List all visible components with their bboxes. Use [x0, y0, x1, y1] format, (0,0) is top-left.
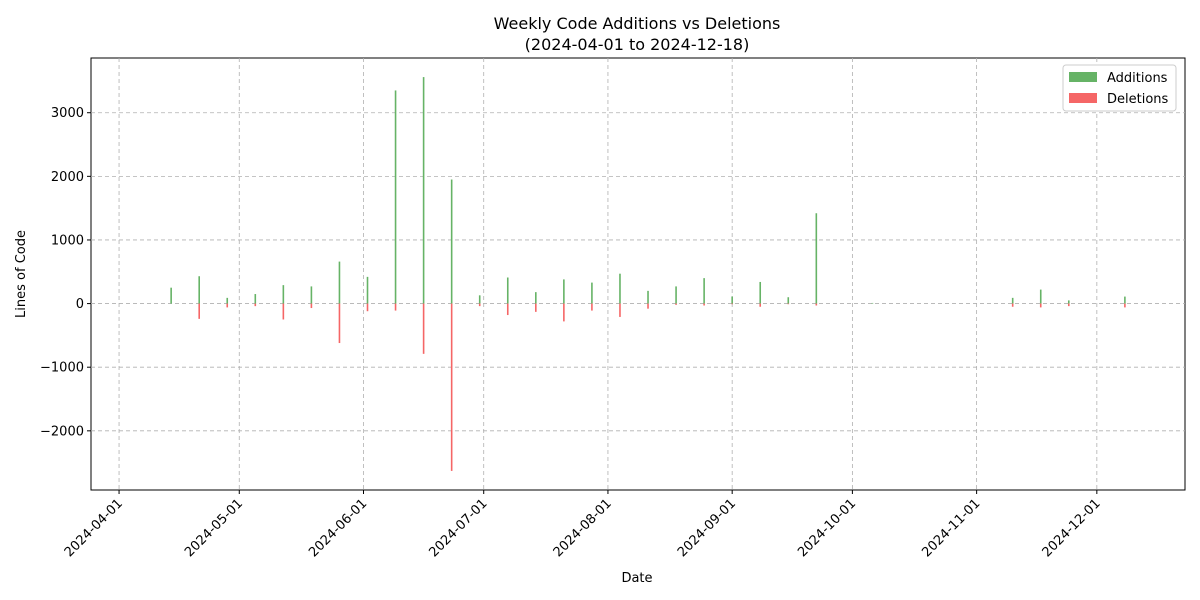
deletion-bar	[563, 303, 565, 322]
addition-bar	[731, 296, 733, 304]
addition-bar	[787, 297, 790, 304]
addition-bar	[1039, 289, 1042, 304]
deletion-bar	[787, 303, 790, 305]
y-axis-label: Lines of Code	[14, 230, 29, 318]
addition-bar	[394, 90, 397, 304]
deletion-bar	[619, 303, 621, 317]
addition-bar	[871, 302, 874, 304]
y-tick-label: 1000	[51, 233, 84, 248]
deletion-bar	[226, 303, 229, 308]
addition-bar	[310, 286, 313, 304]
addition-bar	[226, 297, 229, 304]
addition-bar	[338, 261, 341, 304]
addition-bar	[450, 179, 453, 304]
addition-bar	[282, 285, 285, 304]
deletion-bar	[338, 303, 341, 344]
deletion-bar	[1124, 303, 1126, 308]
addition-bar	[535, 292, 537, 304]
deletion-bar	[535, 303, 537, 312]
deletion-bar	[394, 303, 397, 311]
plot-area	[90, 57, 1186, 491]
chart-subtitle: (2024-04-01 to 2024-12-18)	[525, 35, 750, 54]
x-tick-label: 2024-10-01	[795, 496, 859, 560]
legend-swatch-additions	[1069, 72, 1097, 82]
addition-bar	[254, 294, 257, 304]
bars	[170, 77, 1126, 471]
deletion-bar	[703, 303, 705, 306]
x-tick-label: 2024-04-01	[62, 496, 126, 560]
legend: Additions Deletions	[1062, 64, 1177, 112]
y-tick-label: −1000	[40, 361, 84, 376]
deletion-bar	[198, 303, 200, 319]
addition-bar	[1124, 296, 1126, 304]
legend-swatch-deletions	[1069, 93, 1097, 103]
chart-title: Weekly Code Additions vs Deletions	[494, 14, 781, 33]
addition-bar	[1067, 300, 1070, 304]
deletion-bar	[366, 303, 369, 312]
addition-bar	[366, 276, 369, 304]
deletion-bar	[422, 303, 425, 354]
deletion-bar	[450, 303, 453, 471]
deletion-bar	[254, 303, 257, 307]
addition-bar	[506, 277, 509, 304]
y-tick-label: 0	[76, 297, 84, 312]
deletion-bar	[815, 303, 818, 306]
deletion-bar	[1011, 303, 1014, 307]
addition-bar	[647, 290, 649, 304]
deletion-bar	[731, 303, 733, 305]
addition-bar	[703, 278, 705, 304]
x-tick-label: 2024-07-01	[427, 496, 491, 560]
addition-bar	[815, 213, 818, 304]
x-tick-label: 2024-09-01	[675, 496, 739, 560]
legend-label-additions: Additions	[1107, 71, 1168, 86]
y-tick-label: 3000	[51, 106, 84, 121]
addition-bar	[563, 279, 565, 304]
addition-bar	[675, 286, 677, 304]
addition-bar	[591, 282, 593, 304]
x-tick-label: 2024-05-01	[182, 496, 246, 560]
deletion-bar	[675, 303, 677, 305]
x-tick-label: 2024-12-01	[1040, 496, 1104, 560]
deletion-bar	[1067, 303, 1070, 307]
deletion-bar	[310, 303, 313, 309]
x-tick-label: 2024-06-01	[306, 496, 370, 560]
addition-bar	[1011, 297, 1014, 304]
deletion-bar	[282, 303, 285, 320]
deletion-bar	[1039, 303, 1042, 308]
addition-bar	[198, 276, 200, 304]
x-axis-label: Date	[621, 571, 652, 586]
y-tick-label: −2000	[40, 424, 84, 439]
addition-bar	[759, 281, 762, 304]
y-tick-label: 2000	[51, 170, 84, 185]
x-tick-label: 2024-08-01	[551, 496, 615, 560]
deletion-bar	[478, 303, 481, 307]
deletion-bar	[759, 303, 762, 307]
deletion-bar	[591, 303, 593, 311]
addition-bar	[619, 273, 621, 304]
gridlines	[91, 58, 1185, 490]
deletion-bar	[647, 303, 649, 309]
addition-bar	[478, 295, 481, 304]
addition-bar	[422, 77, 425, 304]
axes: −2000 −1000 0 1000 2000 3000 2024-04-01 2024-05…	[40, 106, 1104, 560]
x-tick-label: 2024-11-01	[919, 496, 983, 560]
legend-label-deletions: Deletions	[1107, 92, 1169, 107]
addition-bar	[170, 287, 172, 304]
deletion-bar	[506, 303, 509, 316]
